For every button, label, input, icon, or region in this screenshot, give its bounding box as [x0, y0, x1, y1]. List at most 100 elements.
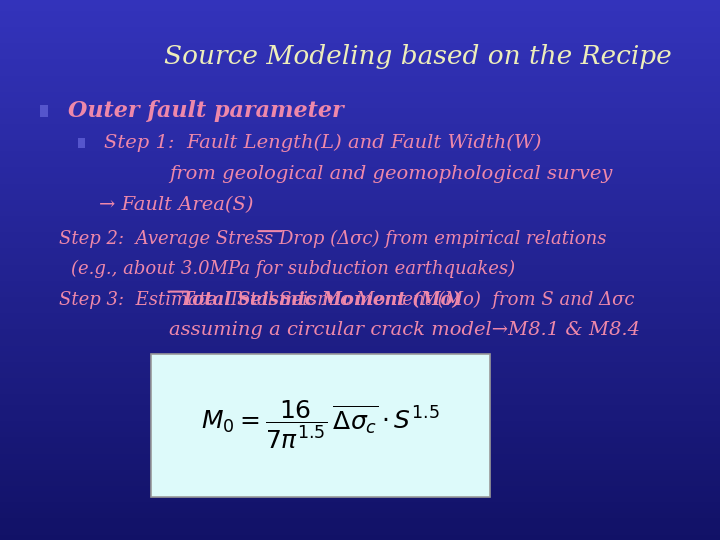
Bar [0, 486, 720, 491]
Bar [0, 394, 720, 400]
Bar [0, 54, 720, 59]
Bar [0, 81, 720, 86]
Bar [0, 49, 720, 54]
Bar [0, 329, 720, 335]
Bar [0, 238, 720, 243]
Text: → Fault Area(S): → Fault Area(S) [99, 196, 254, 214]
Text: Step 3:  Estimate  Total Seismic Moment (Mo)  from S and Δσc: Step 3: Estimate Total Seismic Moment (M… [59, 291, 634, 309]
Bar [0, 508, 720, 513]
Bar [0, 16, 720, 22]
Text: Step 1:  Fault Length(L) and Fault Width(W): Step 1: Fault Length(L) and Fault Width(… [104, 134, 542, 152]
Bar [0, 497, 720, 502]
Bar [0, 270, 720, 275]
Bar [0, 194, 720, 200]
Text: $M_0 = \dfrac{16}{7\pi^{1.5}}\,\overline{\Delta\sigma_c}\cdot S^{1.5}$: $M_0 = \dfrac{16}{7\pi^{1.5}}\,\overline… [201, 399, 440, 451]
Bar [0, 410, 720, 416]
Bar [0, 184, 720, 189]
Bar [0, 405, 720, 410]
Bar [0, 502, 720, 508]
Bar [0, 470, 720, 475]
Bar [0, 367, 720, 373]
Bar [0, 167, 720, 173]
Bar [0, 151, 720, 157]
Bar [0, 524, 720, 529]
Bar [0, 297, 720, 302]
Bar [0, 491, 720, 497]
Bar [0, 319, 720, 324]
Bar [0, 200, 720, 205]
Text: assuming a circular crack model→M8.1 & M8.4: assuming a circular crack model→M8.1 & M… [169, 321, 640, 340]
Bar [0, 216, 720, 221]
Bar [0, 5, 720, 11]
Bar [0, 275, 720, 281]
Bar [0, 475, 720, 481]
FancyBboxPatch shape [78, 138, 85, 148]
Bar [0, 427, 720, 432]
Bar [0, 416, 720, 421]
Bar [0, 259, 720, 265]
Bar [0, 443, 720, 448]
Bar [0, 421, 720, 427]
Bar [0, 351, 720, 356]
Bar [0, 43, 720, 49]
Bar [0, 11, 720, 16]
Bar [0, 254, 720, 259]
Text: Total Seismic Moment (Mo): Total Seismic Moment (Mo) [181, 291, 462, 309]
Bar [0, 59, 720, 65]
Bar [0, 308, 720, 313]
Bar [0, 324, 720, 329]
Bar [0, 108, 720, 113]
Bar [0, 232, 720, 238]
Bar [0, 286, 720, 292]
Bar [0, 362, 720, 367]
Bar [0, 302, 720, 308]
Text: (e.g., about 3.0MPa for subduction earthquakes): (e.g., about 3.0MPa for subduction earth… [71, 260, 515, 278]
Bar [0, 529, 720, 535]
Bar [0, 373, 720, 378]
Bar [0, 340, 720, 346]
Bar [0, 400, 720, 405]
Bar [0, 432, 720, 437]
Bar [0, 32, 720, 38]
Bar [0, 313, 720, 319]
Bar [0, 454, 720, 459]
Bar [0, 162, 720, 167]
Bar [0, 346, 720, 351]
Bar [0, 22, 720, 27]
Bar [0, 248, 720, 254]
Bar [0, 189, 720, 194]
Bar [0, 178, 720, 184]
Bar [0, 146, 720, 151]
Bar [0, 448, 720, 454]
Bar [0, 464, 720, 470]
Bar [0, 281, 720, 286]
Bar [0, 481, 720, 486]
Bar [0, 124, 720, 130]
Bar [0, 389, 720, 394]
Text: Step 2:  Average Stress Drop (Δσc) from empirical relations: Step 2: Average Stress Drop (Δσc) from e… [59, 230, 606, 248]
Bar [0, 378, 720, 383]
Bar [0, 103, 720, 108]
Bar [0, 173, 720, 178]
FancyBboxPatch shape [151, 354, 490, 497]
Bar [0, 0, 720, 5]
Bar [0, 227, 720, 232]
Bar [0, 86, 720, 92]
Bar [0, 243, 720, 248]
Bar [0, 356, 720, 362]
Bar [0, 292, 720, 297]
Bar [0, 38, 720, 43]
Bar [0, 140, 720, 146]
Bar [0, 135, 720, 140]
Bar [0, 518, 720, 524]
Bar [0, 130, 720, 135]
Bar [0, 119, 720, 124]
Bar [0, 205, 720, 211]
Bar [0, 535, 720, 540]
Bar [0, 27, 720, 32]
Bar [0, 92, 720, 97]
Bar [0, 437, 720, 443]
Bar [0, 513, 720, 518]
Bar [0, 265, 720, 270]
Bar [0, 76, 720, 81]
